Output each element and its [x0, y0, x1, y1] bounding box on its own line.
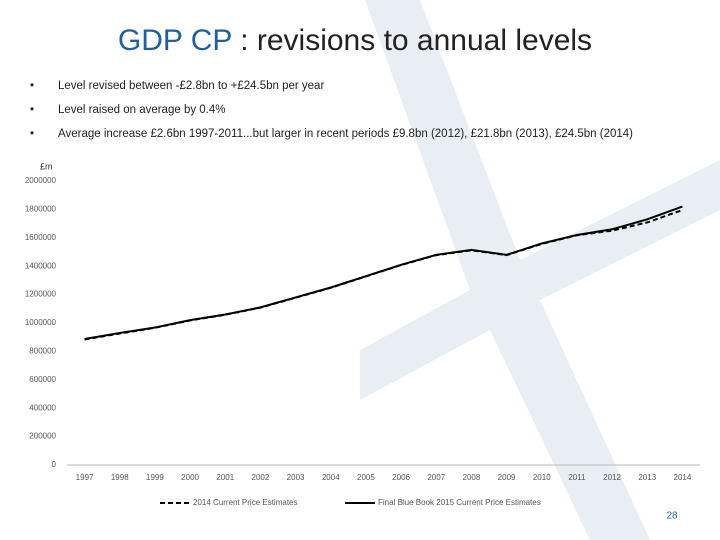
x-tick-label: 2004 [322, 473, 340, 482]
slide-title: GDP CP : revisions to annual levels [118, 24, 592, 57]
y-tick-label: 800000 [29, 347, 56, 356]
bullet-dot: • [30, 80, 34, 92]
bullets: • Level revised between -£2.8bn to +£24.… [30, 80, 633, 140]
title-rest: : revisions to annual levels [232, 24, 592, 57]
y-tick-label: 1600000 [25, 233, 57, 242]
x-tick-label: 2000 [181, 473, 199, 482]
y-tick-label: 1400000 [25, 261, 57, 270]
title-lead: GDP CP [118, 24, 232, 57]
x-tick-label: 2013 [638, 473, 656, 482]
x-tick-label: 2005 [357, 473, 375, 482]
x-tick-label: 2002 [252, 473, 270, 482]
x-tick-label: 2011 [568, 473, 586, 482]
x-tick-label: 1998 [111, 473, 129, 482]
bullet-dot: • [30, 104, 34, 116]
y-axis-label: £m [40, 161, 53, 171]
bullet: Level revised between -£2.8bn to +£24.5b… [58, 80, 324, 92]
x-tick-label: 2006 [392, 473, 410, 482]
x-tick-label: 2007 [427, 473, 445, 482]
x-tick-label: 1997 [76, 473, 94, 482]
x-tick-label: 2009 [498, 473, 516, 482]
legend-label: 2014 Current Price Estimates [193, 498, 298, 507]
x-tick-label: 2003 [287, 473, 305, 482]
y-tick-label: 0 [52, 460, 57, 469]
series-line [84, 205, 683, 341]
y-tick-label: 1000000 [25, 318, 57, 327]
x-tick-label: 1999 [146, 473, 164, 482]
bullet-dot: • [30, 128, 34, 140]
page-number: 28 [666, 511, 678, 522]
y-tick-label: 1200000 [25, 290, 57, 299]
y-tick-label: 200000 [29, 432, 56, 441]
x-tick-label: 2010 [533, 473, 551, 482]
x-tick-label: 2008 [463, 473, 481, 482]
y-tick-label: 400000 [29, 403, 56, 412]
x-tick-label: 2001 [216, 473, 234, 482]
legend-label: Final Blue Book 2015 Current Price Estim… [378, 498, 541, 507]
y-tick-label: 2000000 [25, 176, 57, 185]
bullet: Average increase £2.6bn 1997-2011...but … [58, 128, 633, 140]
watermark [360, 0, 720, 540]
y-tick-label: 600000 [29, 375, 56, 384]
bullet: Level raised on average by 0.4% [58, 104, 226, 116]
x-tick-label: 2014 [674, 473, 692, 482]
x-tick-label: 2012 [603, 473, 621, 482]
y-tick-label: 1800000 [25, 205, 57, 214]
